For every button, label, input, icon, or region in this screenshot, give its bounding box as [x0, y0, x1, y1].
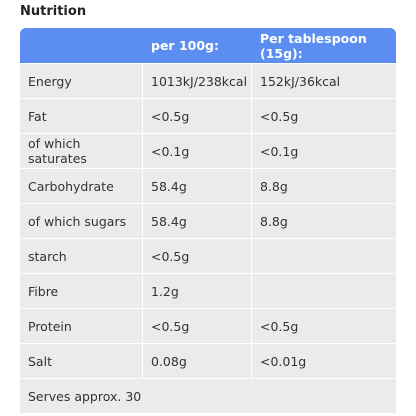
- table-cell: Fibre: [20, 273, 143, 308]
- table-cell: starch: [20, 238, 143, 273]
- table-cell: Salt: [20, 343, 143, 378]
- table-cell: 152kJ/36kcal: [252, 63, 396, 98]
- table-cell: [252, 238, 396, 273]
- table-row: Energy 1013kJ/238kcal 152kJ/36kcal: [20, 63, 396, 98]
- table-cell: Carbohydrate: [20, 168, 143, 203]
- table-cell: Protein: [20, 308, 143, 343]
- nutrition-table: per 100g: Per tablespoon (15g): Energy 101…: [20, 28, 396, 413]
- table-cell: <0.1g: [252, 133, 396, 168]
- table-cell: 0.08g: [143, 343, 252, 378]
- table-cell: [252, 273, 396, 308]
- table-cell: <0.5g: [143, 238, 252, 273]
- table-cell: 58.4g: [143, 203, 252, 238]
- table-row: of which saturates <0.1g <0.1g: [20, 133, 396, 168]
- column-header: per 100g:: [143, 28, 252, 63]
- table-cell: <0.01g: [252, 343, 396, 378]
- footer-row: Serves approx. 30: [20, 378, 396, 413]
- table-cell: Energy: [20, 63, 143, 98]
- table-cell: of which sugars: [20, 203, 143, 238]
- footer-cell: Serves approx. 30: [20, 378, 396, 413]
- table-cell: <0.1g: [143, 133, 252, 168]
- table-row: Fat <0.5g <0.5g: [20, 98, 396, 133]
- table-cell: 1.2g: [143, 273, 252, 308]
- table-cell: Fat: [20, 98, 143, 133]
- table-cell: 8.8g: [252, 168, 396, 203]
- table-cell: 58.4g: [143, 168, 252, 203]
- table-row: Fibre 1.2g: [20, 273, 396, 308]
- table-cell: of which saturates: [20, 133, 143, 168]
- table-body: Energy 1013kJ/238kcal 152kJ/36kcal Fat <0.5g…: [20, 63, 396, 413]
- header-row: per 100g: Per tablespoon (15g):: [20, 28, 396, 63]
- column-header: [20, 28, 143, 63]
- section-title: Nutrition: [20, 4, 87, 19]
- table-row: Salt 0.08g <0.01g: [20, 343, 396, 378]
- table-row: Protein <0.5g <0.5g: [20, 308, 396, 343]
- table-cell: <0.5g: [143, 308, 252, 343]
- table-cell: <0.5g: [252, 98, 396, 133]
- table-cell: <0.5g: [252, 308, 396, 343]
- table-row: of which sugars 58.4g 8.8g: [20, 203, 396, 238]
- table-row: starch <0.5g: [20, 238, 396, 273]
- table-row: Carbohydrate 58.4g 8.8g: [20, 168, 396, 203]
- column-header: Per tablespoon (15g):: [252, 28, 396, 63]
- table-cell: <0.5g: [143, 98, 252, 133]
- table-cell: 8.8g: [252, 203, 396, 238]
- table-cell: 1013kJ/238kcal: [143, 63, 252, 98]
